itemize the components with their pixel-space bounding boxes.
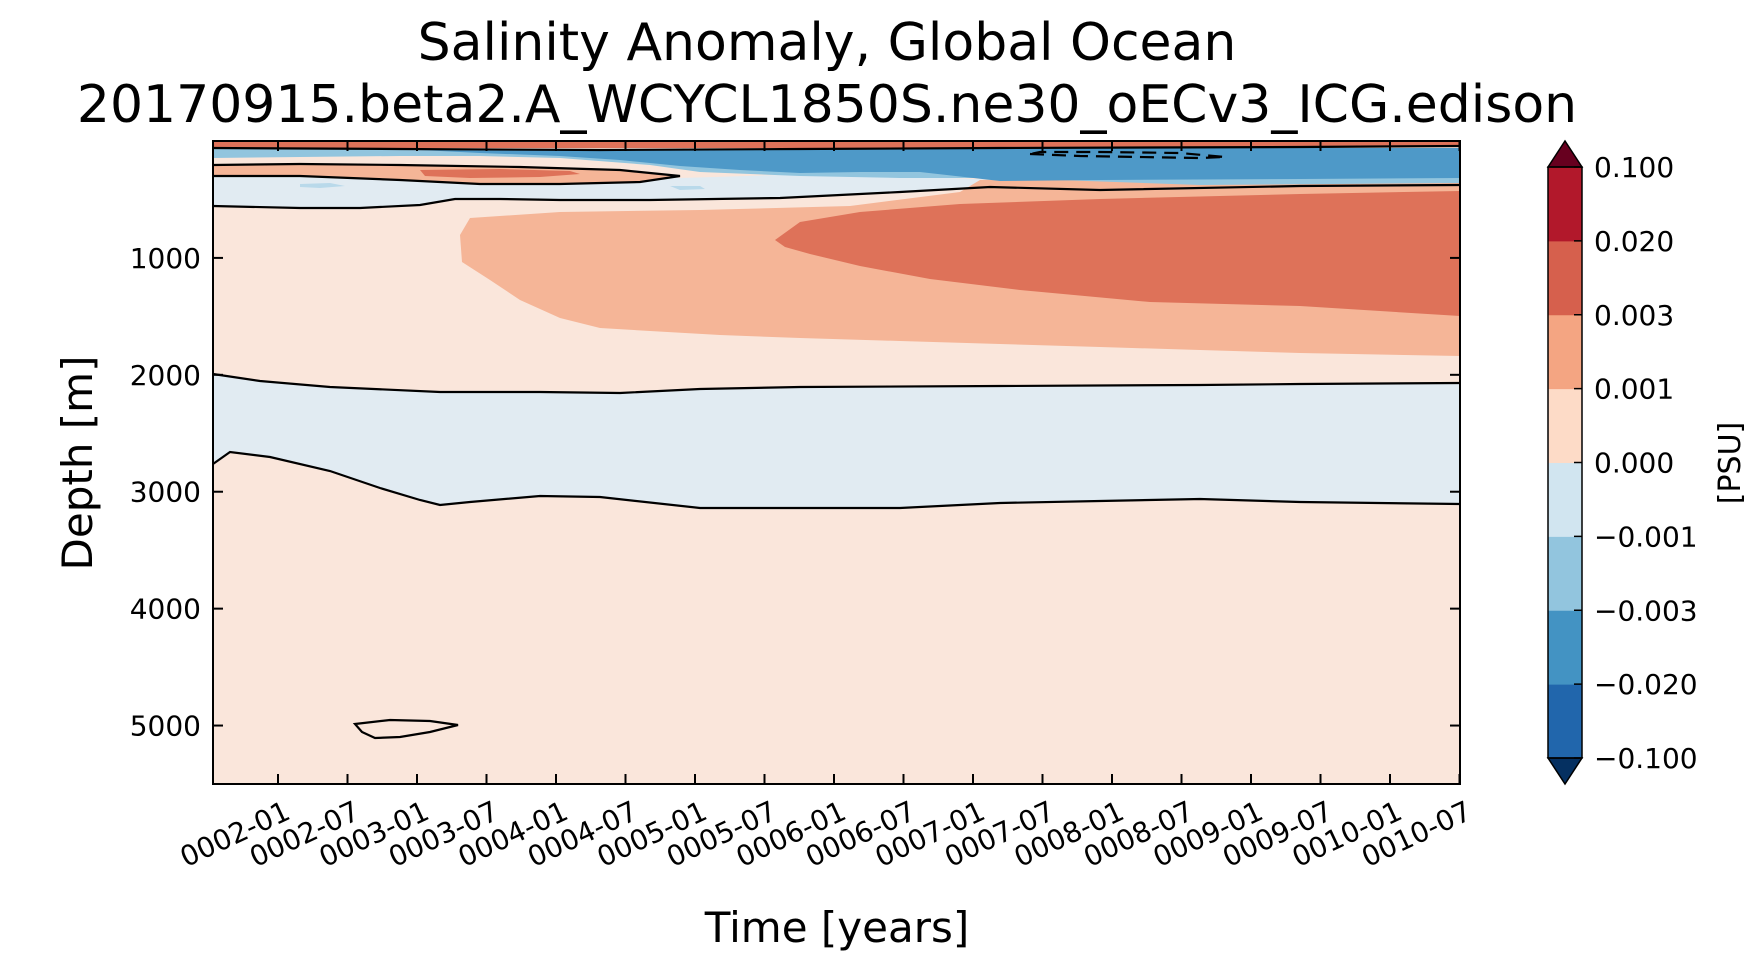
colorbar-label: [PSU] <box>1713 422 1748 505</box>
colorbar-tick-label: 0.000 <box>1594 447 1674 480</box>
colorbar-tick-label: −0.003 <box>1594 594 1698 627</box>
colorbar-tick-label: 0.003 <box>1594 299 1674 332</box>
colorbar-segment <box>1547 535 1583 611</box>
surface-red-lens <box>420 169 580 178</box>
contour-line-upper <box>212 183 1461 210</box>
contour-level-0.003-0.020 <box>775 191 1460 316</box>
y-axis: 1000 2000 3000 4000 5000 <box>130 242 1460 743</box>
colorbar-extend-low <box>1546 757 1584 786</box>
y-tick-label: 4000 <box>130 593 201 626</box>
y-tick-label: 1000 <box>130 242 201 275</box>
contour-line-deep-lens <box>352 718 459 740</box>
plot-frame <box>212 140 1461 785</box>
colorbar-segment <box>1547 314 1583 390</box>
colorbar-tick-label: −0.100 <box>1594 742 1698 775</box>
colorbar-segment <box>1547 683 1583 759</box>
colorbar-segment <box>1547 609 1583 685</box>
colorbar-segment <box>1547 462 1583 537</box>
colorbar-segment <box>1547 166 1583 242</box>
surface-light-blue-speck-2 <box>670 186 705 190</box>
contour-field <box>212 141 1461 784</box>
colorbar-tick-label: 0.001 <box>1594 373 1674 406</box>
y-axis-label: Depth [m] <box>53 356 102 571</box>
colorbar-segment <box>1547 240 1583 316</box>
chart-subtitle: 20170915.beta2.A_WCYCL1850S.ne30_oECv3_I… <box>77 75 1577 135</box>
contour-line-lens <box>212 162 681 186</box>
colorbar: −0.100 −0.020 −0.003 −0.001 0.000 0.001 0.003 0… <box>1546 139 1698 786</box>
colorbar-extend-high <box>1546 139 1584 168</box>
colorbar-segment <box>1547 388 1583 463</box>
contour-line-deep-top <box>212 372 1461 395</box>
colorbar-tick-label: 0.100 <box>1594 151 1674 184</box>
colorbar-tick-label: −0.020 <box>1594 668 1698 701</box>
surface-negative-band <box>420 148 1460 181</box>
x-axis-label: Time [years] <box>704 903 970 952</box>
colorbar-tick-label: −0.001 <box>1594 520 1698 553</box>
contour-band-negative-deep <box>213 374 1460 508</box>
surface-light-blue-speck <box>300 183 345 188</box>
y-tick-label: 2000 <box>130 359 201 392</box>
y-tick-label: 5000 <box>130 710 201 743</box>
contour-line-deep-bottom <box>212 450 1461 510</box>
surface-positive-layer <box>213 141 1460 148</box>
contour-line-dashed <box>1029 150 1226 160</box>
colorbar-tick-label: 0.020 <box>1594 225 1674 258</box>
contour-line-surface <box>212 144 1461 152</box>
chart-title: Salinity Anomaly, Global Ocean <box>418 13 1237 73</box>
y-tick-label: 3000 <box>130 476 201 509</box>
